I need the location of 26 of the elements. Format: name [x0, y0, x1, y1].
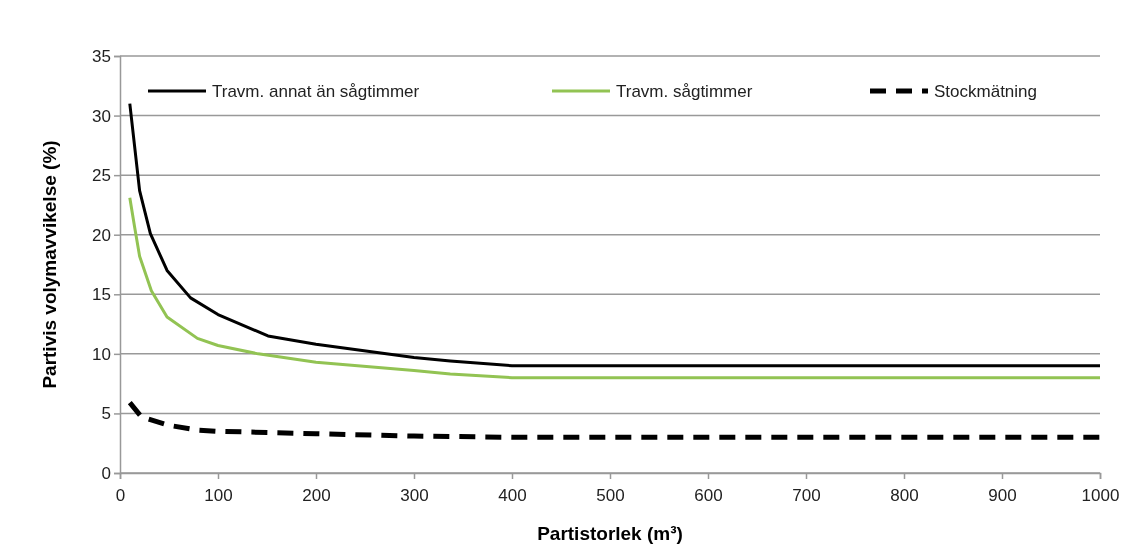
y-tick-label: 25 [92, 166, 111, 186]
y-tick-label: 5 [101, 404, 111, 424]
y-tick-label: 0 [101, 463, 111, 483]
x-tick-label: 900 [988, 485, 1017, 505]
legend-label: Travm. annat än sågtimmer [212, 82, 420, 101]
y-tick-label: 30 [92, 106, 111, 126]
y-tick-label: 35 [92, 46, 111, 66]
x-tick-label: 100 [204, 485, 233, 505]
x-tick-label: 400 [498, 485, 527, 505]
x-tick-label: 1000 [1081, 485, 1120, 505]
x-tick-label: 500 [596, 485, 625, 505]
y-axis-title: Partivis volymavvikelse (%) [39, 140, 60, 389]
x-tick-label: 800 [890, 485, 919, 505]
x-tick-label: 600 [694, 485, 723, 505]
line-series [128, 196, 1102, 380]
x-tick-label: 300 [400, 485, 429, 505]
y-tick-label: 10 [92, 344, 111, 364]
x-axis-title: Partistorlek (m³) [537, 523, 683, 544]
y-tick-label: 20 [92, 225, 111, 245]
legend-label: Stockmätning [934, 82, 1037, 101]
y-tick-label: 15 [92, 285, 111, 305]
x-tick-label: 0 [115, 485, 126, 505]
line-series [128, 102, 1102, 368]
x-tick-label: 700 [792, 485, 821, 505]
legend-label: Travm. sågtimmer [616, 82, 753, 101]
x-tick-label: 200 [302, 485, 331, 505]
